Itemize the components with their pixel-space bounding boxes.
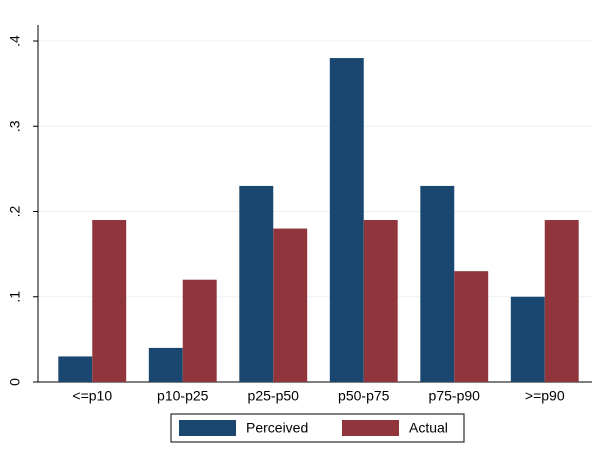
bar	[454, 271, 489, 382]
bar	[329, 58, 364, 383]
bar	[148, 347, 183, 382]
x-tick-label: <=p10	[72, 388, 112, 404]
bar	[182, 279, 217, 382]
bar	[420, 185, 455, 382]
legend-label: Actual	[409, 420, 448, 436]
legend-swatch	[342, 420, 399, 436]
x-tick-label: p10-p25	[157, 388, 209, 404]
x-tick-label: >=p90	[525, 388, 565, 404]
y-tick-label: .4	[7, 35, 23, 47]
y-tick-label: .3	[7, 120, 23, 132]
x-tick-label: p50-p75	[338, 388, 390, 404]
legend-swatch	[179, 420, 236, 436]
y-tick-label: .2	[7, 205, 23, 217]
y-tick-label: 0	[7, 378, 23, 386]
bar	[510, 296, 545, 382]
legend-label: Perceived	[246, 420, 308, 436]
bar	[544, 220, 579, 382]
bar	[239, 185, 274, 382]
y-tick-label: .1	[7, 291, 23, 303]
x-tick-label: p25-p50	[248, 388, 300, 404]
bar	[273, 228, 308, 382]
bar	[58, 356, 93, 382]
x-tick-label: p75-p90	[429, 388, 481, 404]
bar	[92, 220, 127, 382]
bar	[363, 220, 398, 382]
